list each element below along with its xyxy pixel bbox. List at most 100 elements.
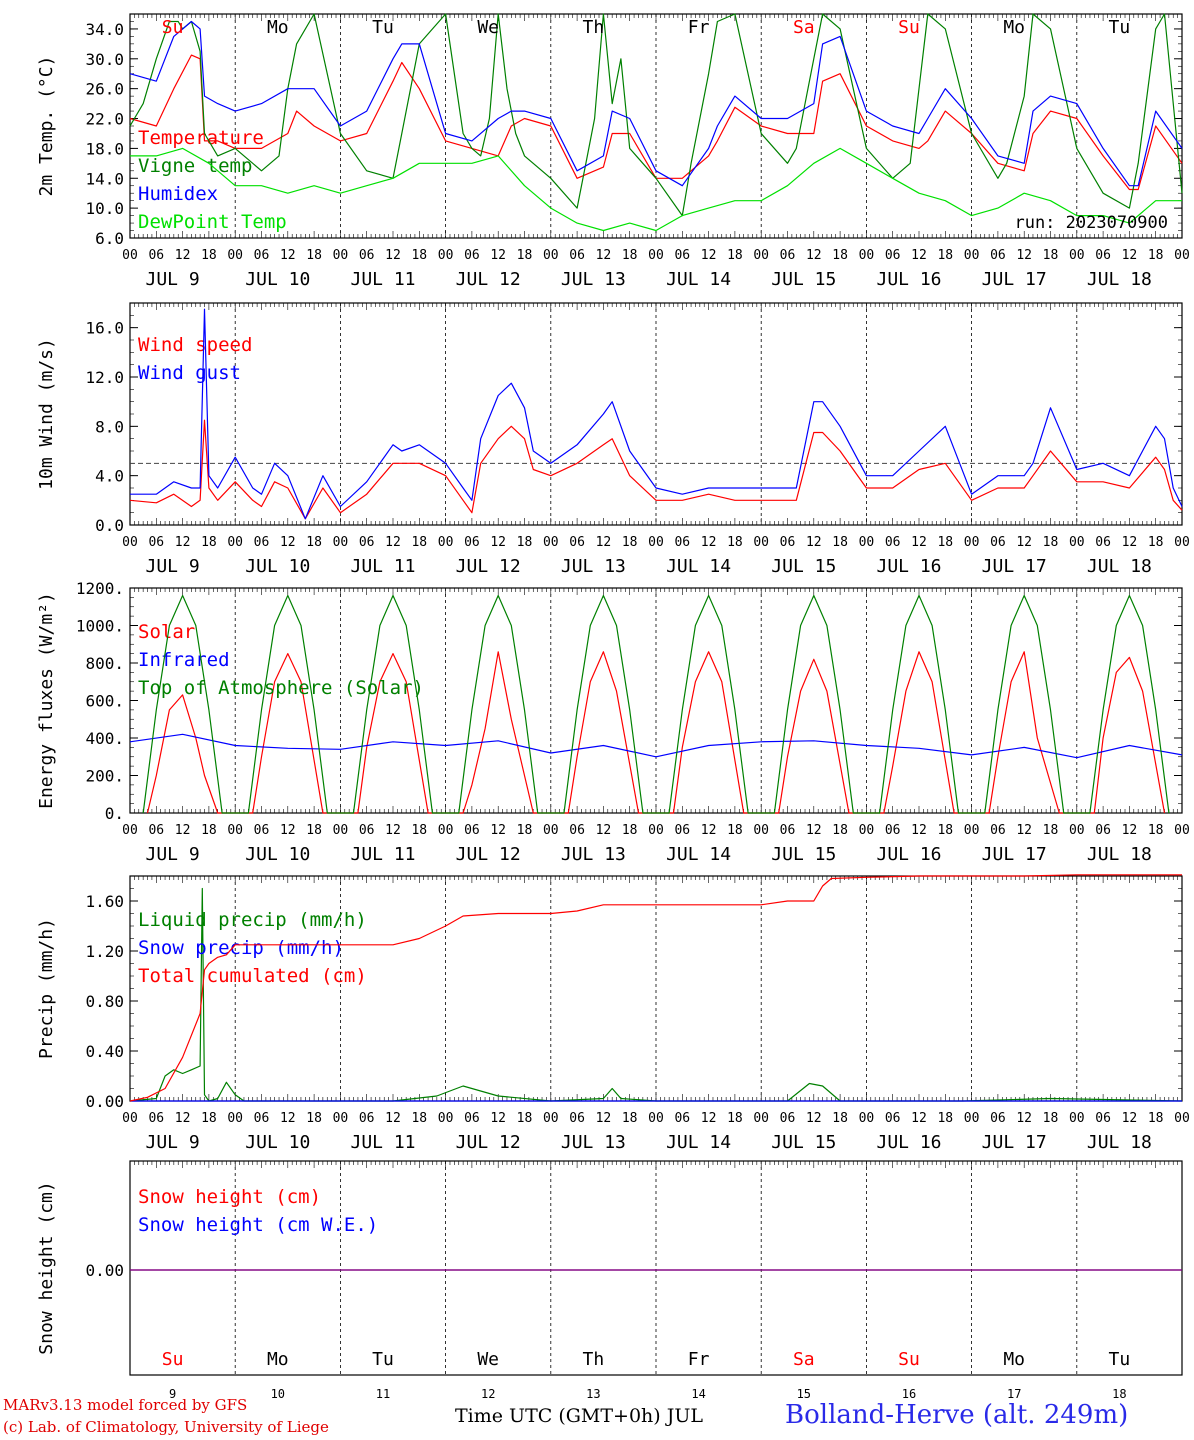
hour-label: 00: [543, 1111, 559, 1126]
hour-label: 18: [727, 535, 743, 550]
series-line: [142, 594, 1170, 814]
hour-label: 00: [333, 1111, 349, 1126]
date-label: JUL 13: [561, 1132, 626, 1153]
date-label: JUL 10: [245, 269, 310, 290]
hour-label: 06: [148, 535, 164, 550]
hour-label: 06: [885, 823, 901, 838]
hour-label: 18: [1043, 1111, 1059, 1126]
hour-label: 00: [543, 535, 559, 550]
day-of-week-label: Mo: [1003, 1349, 1025, 1370]
hour-label: 06: [569, 535, 585, 550]
y-tick-label: 0.80: [85, 992, 124, 1011]
hour-label: 18: [832, 823, 848, 838]
date-label: JUL 12: [456, 556, 521, 577]
day-of-week-label: Th: [583, 1349, 605, 1370]
date-label: JUL 9: [146, 556, 200, 577]
hour-label: 12: [911, 535, 927, 550]
legend-entry: Temperature: [138, 127, 264, 149]
hour-label: 06: [464, 248, 480, 263]
hour-label: 18: [306, 535, 322, 550]
hour-label: 06: [148, 1111, 164, 1126]
y-tick-label: 26.0: [85, 80, 124, 99]
date-label: JUL 15: [771, 269, 836, 290]
hour-label: 06: [780, 823, 796, 838]
hour-label: 18: [411, 248, 427, 263]
day-of-week-label: Tu: [372, 17, 394, 38]
y-tick-label: 0.0: [95, 516, 124, 535]
hour-label: 00: [227, 535, 243, 550]
hour-label: 12: [911, 1111, 927, 1126]
hour-label: 06: [780, 535, 796, 550]
hour-label: 12: [175, 823, 191, 838]
series-line: [129, 733, 1183, 759]
hour-label: 06: [885, 248, 901, 263]
hour-label: 12: [701, 1111, 717, 1126]
y-tick-label: 22.0: [85, 110, 124, 129]
day-number-label: 16: [902, 1387, 916, 1401]
hour-label: 12: [806, 248, 822, 263]
hour-label: 12: [1016, 535, 1032, 550]
hour-label: 12: [911, 823, 927, 838]
hour-label: 18: [201, 248, 217, 263]
hour-label: 12: [1122, 248, 1138, 263]
hour-label: 00: [964, 823, 980, 838]
hour-label: 12: [175, 248, 191, 263]
day-number-label: 11: [376, 1387, 390, 1401]
hour-label: 18: [1148, 248, 1164, 263]
legend-entry: Vigne temp: [138, 155, 252, 177]
date-label: JUL 13: [561, 269, 626, 290]
date-label: JUL 12: [456, 1132, 521, 1153]
day-of-week-label: Mo: [267, 1349, 289, 1370]
hour-label: 06: [674, 535, 690, 550]
y-tick-label: 8.0: [95, 417, 124, 436]
hour-label: 00: [438, 823, 454, 838]
hour-label: 06: [359, 823, 375, 838]
hour-label: 12: [1122, 823, 1138, 838]
legend-entry: Wind speed: [138, 334, 252, 356]
hour-label: 06: [885, 535, 901, 550]
hour-label: 12: [701, 535, 717, 550]
hour-label: 00: [438, 1111, 454, 1126]
hour-label: 12: [490, 248, 506, 263]
hour-label: 06: [359, 535, 375, 550]
hour-label: 18: [727, 1111, 743, 1126]
hour-label: 00: [1069, 823, 1085, 838]
hour-label: 06: [254, 823, 270, 838]
day-number-label: 13: [586, 1387, 600, 1401]
hour-label: 00: [859, 823, 875, 838]
day-number-label: 14: [691, 1387, 705, 1401]
date-label: JUL 18: [1087, 844, 1152, 865]
hour-label: 00: [753, 248, 769, 263]
date-label: JUL 14: [666, 1132, 731, 1153]
hour-label: 12: [490, 535, 506, 550]
hour-label: 00: [648, 823, 664, 838]
y-axis-label: 10m Wind (m/s): [36, 338, 57, 490]
hour-label: 18: [517, 535, 533, 550]
hour-label: 06: [990, 535, 1006, 550]
hour-label: 18: [622, 535, 638, 550]
day-of-week-label: Mo: [1003, 17, 1025, 38]
hour-label: 00: [859, 1111, 875, 1126]
date-label: JUL 17: [982, 1132, 1047, 1153]
y-tick-label: 34.0: [85, 20, 124, 39]
y-axis-label: Snow height (cm): [36, 1181, 57, 1354]
date-label: JUL 14: [666, 844, 731, 865]
hour-label: 18: [622, 248, 638, 263]
hour-label: 12: [701, 823, 717, 838]
hour-label: 18: [832, 1111, 848, 1126]
date-label: JUL 11: [350, 844, 415, 865]
legend-entry: Snow precip (mm/h): [138, 937, 344, 959]
hour-label: 00: [122, 823, 138, 838]
hour-label: 00: [648, 535, 664, 550]
day-of-week-label: Su: [898, 1349, 920, 1370]
hour-label: 06: [674, 248, 690, 263]
hour-label: 06: [254, 1111, 270, 1126]
date-label: JUL 18: [1087, 556, 1152, 577]
day-of-week-label: Su: [162, 17, 184, 38]
hour-label: 00: [438, 535, 454, 550]
hour-label: 18: [1148, 1111, 1164, 1126]
hour-label: 06: [1095, 1111, 1111, 1126]
panel-frame: [129, 13, 1183, 239]
hour-label: 18: [937, 248, 953, 263]
